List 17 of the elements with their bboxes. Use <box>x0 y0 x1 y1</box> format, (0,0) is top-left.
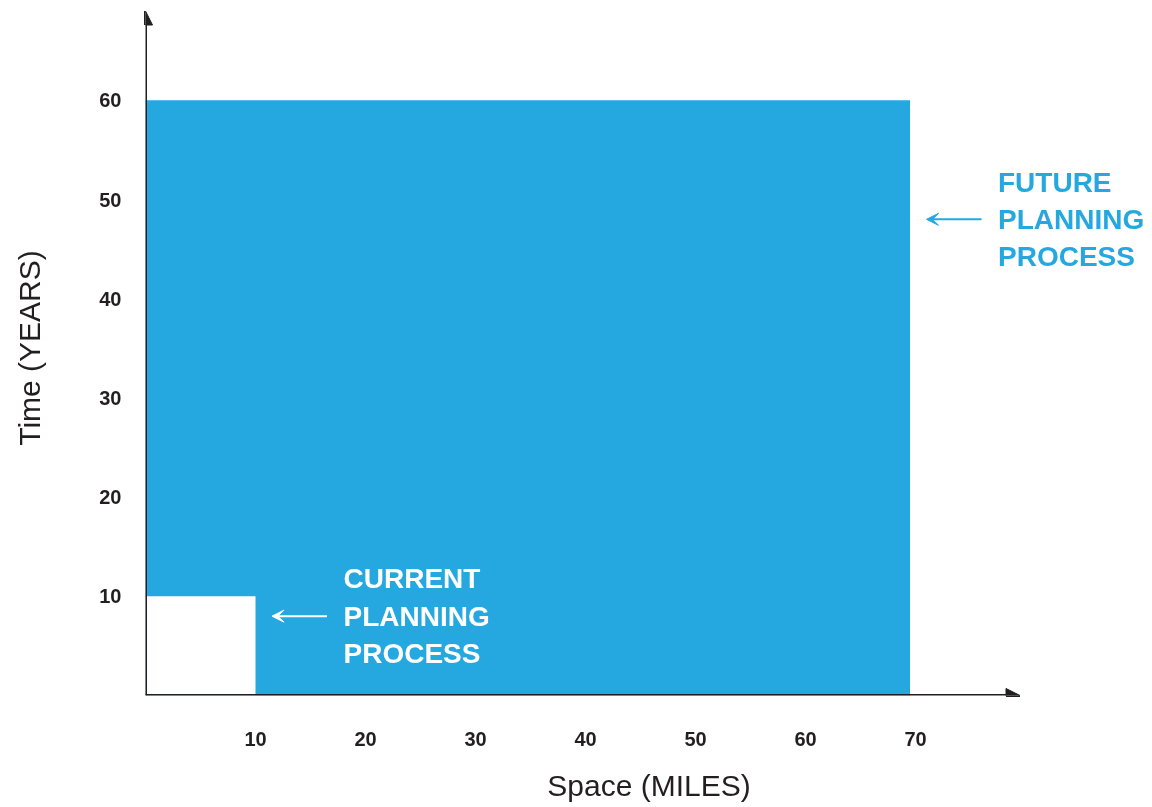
y-axis-title: Time (YEARS) <box>13 250 47 446</box>
x-tick-label: 30 <box>464 727 487 750</box>
x-tick-label: 60 <box>794 727 817 750</box>
legend-label: CURRENT PLANNING PROCESS <box>343 563 490 669</box>
y-tick-label: 20 <box>99 486 122 509</box>
y-tick-label: 60 <box>99 89 122 112</box>
x-tick-label: 50 <box>684 727 707 750</box>
y-tick-label: 40 <box>99 287 122 310</box>
x-axis-title: Space (MILES) <box>547 768 751 802</box>
y-tick-label: 10 <box>99 585 122 608</box>
x-tick-label: 40 <box>574 727 597 750</box>
y-tick-label: 50 <box>99 188 122 211</box>
legend-label: FUTURE PLANNING PROCESS <box>998 166 1145 273</box>
x-tick-label: 20 <box>354 727 377 750</box>
y-tick-label: 30 <box>99 386 122 409</box>
x-tick-label: 10 <box>244 727 267 750</box>
x-tick-label: 70 <box>904 727 927 750</box>
